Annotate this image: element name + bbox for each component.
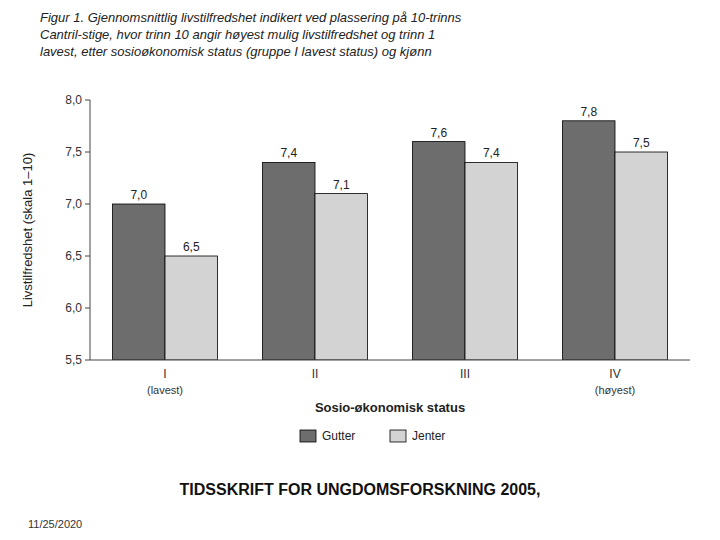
annotation: (lavest) bbox=[147, 384, 183, 396]
y-tick bbox=[85, 360, 90, 361]
data-label: 6,5 bbox=[183, 240, 200, 254]
y-tick bbox=[85, 152, 90, 153]
y-tick-label: 6,0 bbox=[65, 301, 82, 315]
legend: Gutter Jenter bbox=[300, 429, 445, 443]
y-axis-label: Livstilfredshet (skala 1–10) bbox=[20, 153, 35, 308]
y-tick bbox=[85, 256, 90, 257]
annotation: 11/25/2020 bbox=[28, 518, 82, 530]
y-tick bbox=[85, 100, 90, 101]
chart: Figur 1. Gjennomsnittlig livstilfredshet… bbox=[0, 0, 720, 540]
annotation: TIDSSKRIFT FOR UNGDOMSFORSKNING 2005, bbox=[180, 481, 541, 498]
annotation: (høyest) bbox=[595, 384, 635, 396]
bars bbox=[113, 121, 668, 360]
data-label: 7,6 bbox=[430, 126, 447, 140]
y-tick bbox=[85, 308, 90, 309]
title: Figur 1. Gjennomsnittlig livstilfredshet… bbox=[40, 10, 462, 59]
x-tick-label: III bbox=[460, 367, 470, 381]
data-label: 7,1 bbox=[333, 178, 350, 192]
data-labels: 7,0 7,4 7,6 7,8 6,5 7,1 7,4 7,5 bbox=[130, 105, 650, 254]
title-line: lavest, etter sosioøkonomisk status (gru… bbox=[40, 44, 432, 59]
data-label: 7,4 bbox=[280, 146, 297, 160]
y-tick bbox=[85, 204, 90, 205]
bar bbox=[615, 152, 668, 360]
bar bbox=[263, 162, 316, 360]
y-axis-line bbox=[90, 100, 91, 360]
legend-swatch bbox=[300, 430, 316, 442]
y-tick-label: 7,0 bbox=[65, 197, 82, 211]
bar bbox=[165, 256, 218, 360]
legend-label: Gutter bbox=[322, 429, 355, 443]
x-axis-line bbox=[90, 360, 690, 361]
data-label: 7,5 bbox=[633, 136, 650, 150]
y-tick-label: 5,5 bbox=[65, 353, 82, 367]
x-tick-label: IV bbox=[609, 367, 620, 381]
bar bbox=[113, 204, 166, 360]
data-label: 7,8 bbox=[580, 105, 597, 119]
legend-label: Jenter bbox=[412, 429, 445, 443]
title-line: Figur 1. Gjennomsnittlig livstilfredshet… bbox=[40, 10, 462, 25]
legend-swatch bbox=[390, 430, 406, 442]
bar bbox=[413, 142, 466, 360]
bar bbox=[465, 162, 518, 360]
y-axis: 5,5 6,0 6,5 7,0 7,5 8,0 bbox=[65, 93, 90, 367]
y-tick-label: 6,5 bbox=[65, 249, 82, 263]
bar bbox=[563, 121, 616, 360]
bar bbox=[315, 194, 368, 360]
data-label: 7,4 bbox=[483, 146, 500, 160]
x-tick-label: II bbox=[312, 367, 319, 381]
y-tick-label: 7,5 bbox=[65, 145, 82, 159]
title-line: Cantril-stige, hvor trinn 10 angir høyes… bbox=[40, 27, 435, 42]
x-axis-label: Sosio-økonomisk status bbox=[315, 400, 465, 415]
x-tick-label: I bbox=[163, 367, 166, 381]
y-tick-label: 8,0 bbox=[65, 93, 82, 107]
data-label: 7,0 bbox=[130, 188, 147, 202]
